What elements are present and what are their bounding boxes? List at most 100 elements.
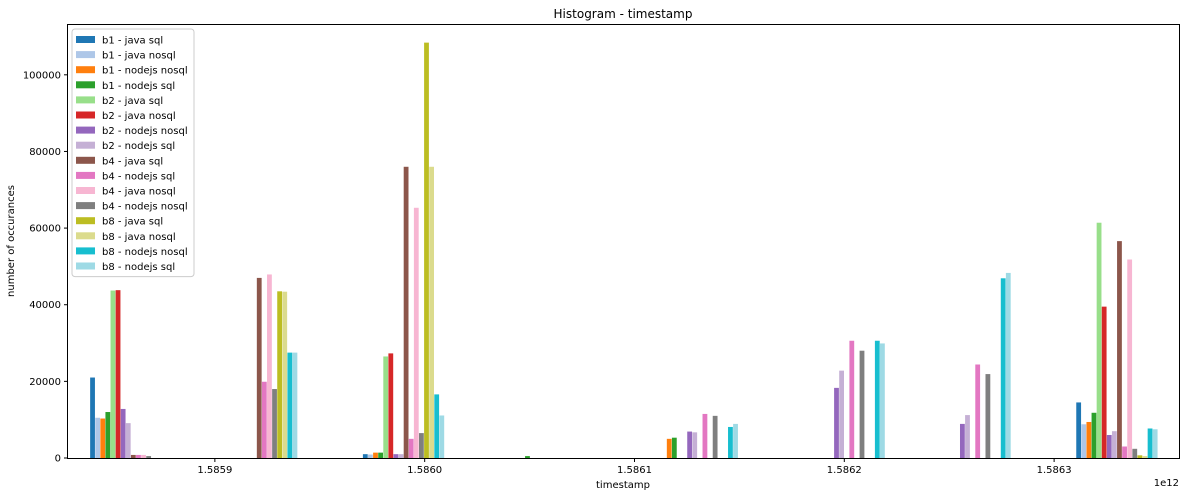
legend-swatch: [76, 111, 95, 119]
legend-label: b1 - nodejs nosql: [102, 66, 188, 77]
bar-13-bin-2: [277, 291, 283, 458]
bar-8-bin-7: [965, 415, 970, 458]
bar-10-bin-3: [408, 438, 414, 458]
bar-7-bin-1: [120, 408, 126, 458]
bar-5-bin-3: [383, 356, 389, 458]
bar-12-bin-2: [272, 389, 277, 458]
bar-7-bin-5: [687, 431, 693, 458]
bar-10-bin-2: [261, 381, 267, 458]
x-axis-label: timestamp: [596, 480, 650, 491]
legend-swatch: [76, 232, 95, 240]
bar-12-bin-7: [985, 374, 991, 458]
legend-label: b4 - java nosql: [102, 187, 176, 198]
plot-area: [90, 42, 1158, 458]
bar-12-bin-8: [1132, 448, 1138, 458]
bar-3-bin-8: [1086, 421, 1092, 458]
bar-16-bin-8: [1152, 429, 1158, 458]
bar-2-bin-3: [368, 454, 373, 458]
bar-3-bin-3: [373, 452, 378, 458]
legend-label: b4 - nodejs nosql: [102, 202, 188, 213]
bar-8-bin-1: [125, 423, 131, 458]
x-tick-label: 1.5862: [827, 465, 862, 476]
plot-frame: [67, 24, 1180, 459]
bar-10-bin-6: [849, 340, 855, 458]
legend-swatch: [76, 187, 95, 194]
x-axis-offset-text: 1e12: [1154, 478, 1179, 489]
y-tick-label: 100000: [23, 70, 61, 81]
bar-5-bin-8: [1096, 222, 1102, 458]
bar-7-bin-8: [1106, 435, 1112, 458]
y-axis: 0 20000 40000 60000 80000 100000: [23, 70, 68, 465]
bar-15-bin-6: [874, 340, 880, 458]
legend-label: b4 - nodejs sql: [102, 171, 175, 182]
bar-16-bin-6: [880, 343, 885, 458]
legend-swatch: [76, 262, 95, 270]
bar-8-bin-6: [839, 370, 844, 458]
legend-label: b8 - nodejs nosql: [102, 247, 188, 258]
legend-label: b1 - nodejs sql: [102, 81, 175, 92]
x-tick-label: 1.5860: [407, 465, 442, 476]
legend-swatch: [76, 171, 95, 179]
x-axis: 1.5859 1.5860 1.5861 1.5862 1.5863: [197, 458, 1072, 476]
bar-3-bin-1: [100, 418, 106, 458]
bar-2-bin-8: [1081, 424, 1087, 458]
bar-6-bin-8: [1101, 306, 1107, 458]
y-tick-label: 60000: [29, 224, 61, 235]
bar-16-bin-5: [733, 423, 738, 458]
bar-4-bin-1: [105, 412, 111, 458]
bar-12-bin-3: [419, 433, 424, 458]
legend-swatch: [76, 156, 95, 164]
bar-12-bin-1: [146, 456, 152, 458]
bar-1-bin-3: [362, 454, 368, 458]
bar-1-bin-1: [90, 377, 95, 458]
x-tick-label: 1.5861: [617, 465, 652, 476]
legend-swatch: [76, 81, 95, 89]
bar-6-bin-3: [388, 353, 394, 458]
legend-swatch: [76, 141, 95, 149]
bar-10-bin-5: [702, 413, 708, 458]
bar-6-bin-1: [115, 290, 121, 458]
bar-12-bin-6: [859, 350, 865, 458]
bar-10-bin-7: [975, 364, 981, 458]
legend-label: b1 - java sql: [102, 36, 163, 47]
legend-label: b2 - nodejs nosql: [102, 126, 188, 137]
bar-9-bin-3: [403, 166, 409, 458]
legend-label: b4 - java sql: [102, 156, 163, 167]
legend-swatch: [76, 247, 95, 255]
bar-10-bin-8: [1122, 446, 1127, 458]
bar-3-bin-5: [666, 438, 672, 458]
bar-11-bin-3: [413, 207, 419, 458]
y-axis-label: number of occurances: [6, 185, 17, 297]
legend: b1 - java sql b1 - java nosql b1 - nodejs …: [71, 28, 195, 278]
bar-8-bin-5: [692, 432, 698, 458]
bar-12-bin-5: [712, 415, 718, 458]
bar-15-bin-7: [1000, 278, 1006, 458]
bar-14-bin-3: [429, 166, 434, 458]
legend-label: b1 - java nosql: [102, 51, 176, 62]
bar-8-bin-8: [1111, 431, 1117, 458]
legend-swatch: [76, 126, 95, 134]
legend-swatch: [76, 66, 95, 74]
bar-9-bin-2: [256, 277, 262, 458]
bar-16-bin-3: [439, 415, 445, 458]
legend-label: b8 - nodejs sql: [102, 262, 175, 273]
legend-box: [71, 28, 195, 278]
bar-9-bin-1: [130, 454, 136, 458]
bar-8-bin-3: [398, 454, 404, 458]
bar-11-bin-8: [1127, 259, 1133, 458]
x-tick-label: 1.5863: [1037, 465, 1072, 476]
bar-15-bin-3: [434, 394, 440, 458]
bar-14-bin-8: [1142, 456, 1148, 458]
bar-14-bin-2: [282, 291, 288, 458]
bar-10-bin-1: [136, 454, 141, 458]
bar-15-bin-2: [287, 352, 293, 458]
bar-11-bin-1: [141, 454, 146, 458]
bar-4-bin-4: [525, 456, 530, 458]
legend-swatch: [76, 202, 95, 210]
bar-13-bin-3: [424, 42, 429, 458]
legend-label: b2 - java sql: [102, 96, 163, 107]
bar-2-bin-1: [95, 417, 101, 458]
bar-9-bin-8: [1117, 241, 1122, 458]
legend-swatch: [76, 36, 95, 43]
